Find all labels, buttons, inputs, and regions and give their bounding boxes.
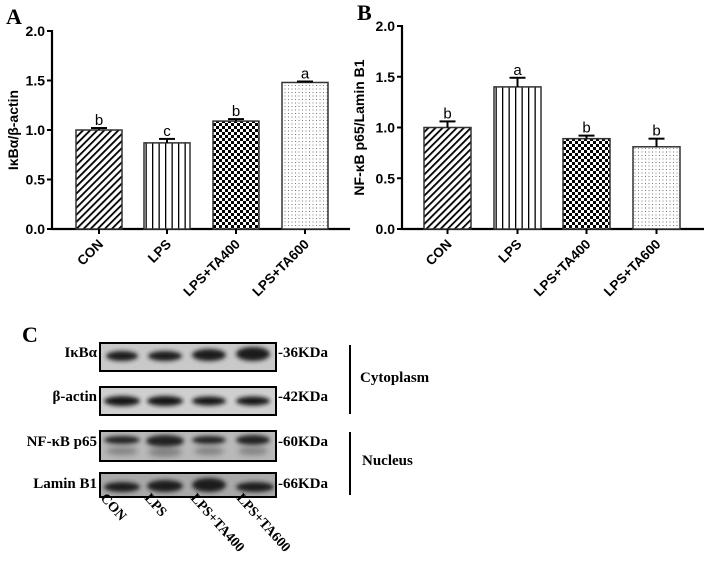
- bar-lps: a: [493, 62, 542, 230]
- y-tick-label: 1.5: [26, 73, 46, 89]
- y-tick-label: 0.0: [26, 221, 46, 237]
- cytoplasm-bracket: [349, 345, 351, 414]
- y-tick-label: 2.0: [26, 23, 46, 39]
- bar-lps-ta400: b: [212, 103, 260, 230]
- bar-con: b: [423, 105, 472, 230]
- significance-letter: a: [301, 65, 310, 82]
- panel-letter-a: A: [6, 4, 22, 29]
- x-tick-label: CON: [74, 237, 106, 269]
- chart-b: 0.0 0.5 1.0 1.5 2.0 NF-κB p65/Lamin B1 b CON a LP…: [351, 18, 704, 300]
- blot-label-beta-actin: β-actin: [52, 389, 97, 405]
- chart-a: 0.0 0.5 1.0 1.5 2.0 IκBα/β-actin b CON c LPS b LPS+…: [5, 23, 350, 300]
- bar-lps-ta400: b: [562, 120, 611, 230]
- x-tick-label: LPS+TA600: [249, 237, 312, 300]
- y-tick-label: 2.0: [376, 18, 396, 34]
- bar-con: b: [75, 112, 123, 230]
- significance-letter: b: [232, 103, 240, 120]
- bar-lps-ta600: b: [632, 123, 681, 230]
- x-tick-label: CON: [423, 237, 455, 269]
- significance-letter: b: [95, 112, 103, 129]
- panel-letter-c: C: [22, 322, 38, 347]
- blot-strip-beta-actin: [99, 386, 277, 416]
- significance-letter: b: [652, 123, 660, 140]
- significance-letter: b: [582, 120, 590, 137]
- x-tick-label: LPS+TA400: [180, 237, 243, 300]
- x-tick-label: LPS+TA400: [531, 237, 594, 300]
- blot-strip-nfkb-p65: [99, 430, 277, 462]
- kda-marker-36: -36KDa: [278, 345, 328, 361]
- blot-label-nfkb-p65: NF-κB p65: [26, 434, 97, 450]
- kda-marker-60: -60KDa: [278, 434, 328, 450]
- blot-label-lamin-b1: Lamin B1: [33, 476, 97, 492]
- bar-lps: c: [143, 123, 191, 230]
- fraction-label-nucleus: Nucleus: [362, 453, 413, 469]
- kda-marker-66: -66KDa: [278, 476, 328, 492]
- blot-strip-lamin-b1: [99, 472, 277, 498]
- blot-images: [99, 342, 277, 498]
- y-axis-label: NF-κB p65/Lamin B1: [351, 59, 367, 195]
- x-tick-label: LPS: [495, 237, 524, 266]
- significance-letter: b: [443, 105, 451, 122]
- bar-lps-ta600: a: [281, 65, 329, 230]
- nucleus-bracket: [349, 432, 351, 495]
- y-tick-label: 0.5: [26, 172, 46, 188]
- y-tick-label: 0.0: [376, 221, 396, 237]
- blot-label-ikba: IκBα: [64, 345, 97, 361]
- x-tick-label: LPS: [145, 237, 174, 266]
- kda-marker-42: -42KDa: [278, 389, 328, 405]
- panel-letter-b: B: [357, 0, 372, 25]
- blot-strip-ikba: [99, 342, 277, 372]
- y-tick-label: 1.0: [26, 122, 46, 138]
- y-axis-label: IκBα/β-actin: [5, 90, 21, 170]
- significance-letter: c: [163, 123, 171, 140]
- y-tick-label: 0.5: [376, 170, 396, 186]
- x-tick-label: LPS+TA600: [601, 237, 664, 300]
- y-tick-label: 1.5: [376, 69, 396, 85]
- y-tick-label: 1.0: [376, 120, 396, 136]
- fraction-label-cytoplasm: Cytoplasm: [360, 370, 430, 386]
- significance-letter: a: [513, 62, 522, 79]
